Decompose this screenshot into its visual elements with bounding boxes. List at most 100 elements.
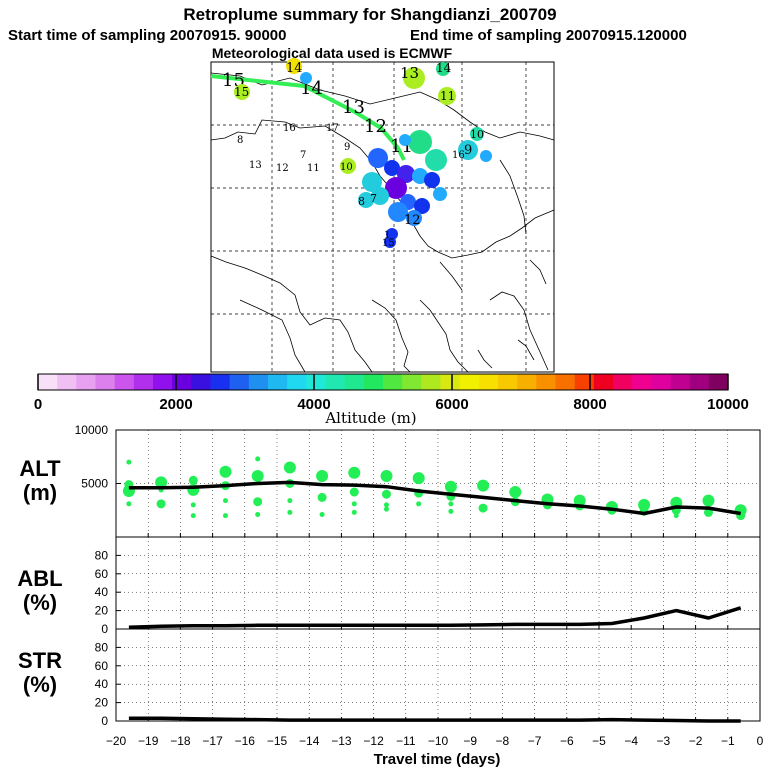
map-gridlines [211,62,554,372]
cluster-circle [425,149,447,171]
colorbar-swatch [153,374,173,390]
panel-frame [115,628,761,722]
y-tick-label: 60 [95,567,109,581]
altitude-marker [348,466,361,479]
colorbar-swatch [38,374,58,390]
colorbar-swatch [517,374,537,390]
cluster-label: 11 [307,163,320,174]
altitude-marker [319,512,325,518]
altitude-marker [253,497,263,507]
altitude-marker [702,494,715,507]
cluster-label: 16 [452,150,465,161]
altitude-marker [317,492,327,502]
colorbar-swatch [478,374,499,390]
altitude-marker [255,456,261,462]
cluster-circle [433,187,447,201]
cluster-circle [384,160,400,176]
altitude-marker [251,470,264,483]
colorbar-swatch [268,374,288,390]
x-tick-label: −19 [138,734,159,748]
altitude-marker [351,509,357,515]
altitude-marker [477,479,490,492]
y-tick-label: 40 [95,585,109,599]
y-tick-label: 0 [101,714,108,728]
altitude-marker [638,498,651,511]
colorbar-swatch [574,374,595,390]
altitude-marker [351,501,357,507]
colorbar-swatch [593,374,614,390]
cluster-circle [414,198,430,214]
altitude-marker [316,470,329,483]
x-tick-label: −8 [496,734,510,748]
altitude-marker [383,506,389,512]
colorbar-swatch [229,374,250,390]
cluster-label: 12 [276,163,289,174]
altitude-marker [188,475,198,485]
colorbar-swatch [632,374,652,390]
colorbar-tick-label: 0 [34,396,42,413]
altitude-marker [190,513,196,519]
colorbar-swatch [670,374,691,390]
altitude-marker [155,476,168,489]
colorbar-swatch [306,374,326,390]
colorbar-swatch [651,374,671,390]
cluster-circle [458,140,478,160]
altitude-marker [287,509,293,515]
altitude-marker [412,472,425,485]
cluster-label: 15 [234,85,249,99]
colorbar-swatch [689,374,710,390]
altitude-marker [416,501,422,507]
colorbar-swatch [402,374,422,390]
colorbar-tick-label: 4000 [297,396,330,413]
altitude-marker [381,489,391,499]
x-axis-label: Travel time (days) [374,751,501,768]
cluster-label: 10 [340,162,353,173]
cluster-label: 14 [286,61,303,76]
y-tick-label: 20 [95,696,109,710]
cluster-labels: 14 13 14 15 11 16 17 10 9 8 7 12 1 15 13… [234,61,484,249]
cluster-circle [358,192,374,208]
altitude-marker [126,459,132,465]
colorbar-swatch [613,374,633,390]
cluster-label: 16 [283,123,296,134]
colorbar-swatch [344,374,365,390]
cluster-label: 10 [470,128,484,141]
cluster-label: 9 [464,143,472,158]
y-tick-label: 0 [101,622,108,636]
altitude-marker [222,498,228,504]
x-tick-label: −4 [624,734,638,748]
x-tick-label: −9 [463,734,477,748]
altitude-marker [219,465,232,478]
altitude-marker [673,513,679,519]
altitude-marker [222,513,228,519]
trajectory-map: 15 14 13 12 11 [210,58,555,373]
cluster-circle [408,130,432,154]
alt-panel: 10000 5000 [75,423,761,538]
cluster-circle [300,72,312,84]
cluster-circle [424,172,440,188]
cluster-circle [406,210,422,226]
altitude-marker [509,486,522,499]
x-tick-label: −11 [396,734,416,748]
colorbar-swatch [325,374,346,390]
x-tick-label: −18 [170,734,191,748]
cluster-label: 7 [370,192,377,205]
colorbar-swatch [133,374,154,390]
y-tick-label: 40 [95,677,109,691]
colorbar-swatch [191,374,211,390]
colorbar-swatch [172,374,192,390]
colorbar-swatch [421,374,441,390]
cluster-label: 13 [249,160,262,171]
y-tick-label: 10000 [75,423,109,437]
colorbar-swatch [76,374,96,390]
x-tick-label: −6 [560,734,574,748]
altitude-marker [156,499,166,509]
altitude-marker [448,508,454,514]
cluster-label: 1 [384,230,390,241]
colorbar-swatch [555,374,576,390]
colorbar-label: Altitude (m) [324,409,416,427]
str-panel-label: STR [18,648,62,673]
cluster-circle [286,58,302,74]
cluster-label: 14 [436,61,452,75]
altitude-marker [444,480,457,493]
